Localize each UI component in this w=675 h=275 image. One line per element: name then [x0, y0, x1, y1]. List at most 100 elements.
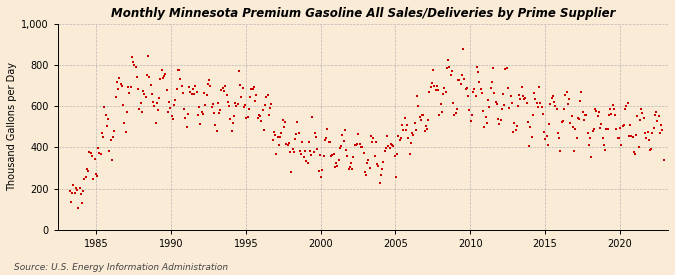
- Point: [179, 107, 190, 112]
- Point: [294, 131, 304, 135]
- Point: [440, 89, 451, 94]
- Point: [276, 130, 287, 135]
- Point: [397, 123, 408, 128]
- Point: [141, 73, 152, 77]
- Point: [657, 128, 668, 133]
- Point: [591, 109, 602, 114]
- Point: [132, 75, 142, 80]
- Point: [441, 66, 452, 70]
- Point: [323, 140, 334, 144]
- Point: [169, 103, 180, 107]
- Point: [317, 167, 328, 172]
- Point: [122, 110, 132, 115]
- Point: [452, 107, 462, 111]
- Point: [396, 136, 406, 141]
- Point: [206, 105, 217, 109]
- Point: [512, 104, 523, 108]
- Point: [599, 143, 610, 148]
- Point: [400, 128, 411, 132]
- Point: [375, 172, 386, 177]
- Point: [164, 100, 175, 104]
- Point: [612, 135, 623, 140]
- Point: [576, 90, 587, 95]
- Point: [134, 107, 144, 111]
- Point: [235, 83, 246, 87]
- Point: [510, 127, 521, 132]
- Point: [493, 116, 504, 121]
- Point: [223, 103, 234, 108]
- Point: [458, 46, 468, 51]
- Point: [337, 133, 348, 138]
- Point: [288, 150, 299, 155]
- Point: [383, 144, 394, 148]
- Point: [88, 176, 99, 181]
- Point: [105, 138, 116, 142]
- Point: [198, 112, 209, 116]
- Point: [373, 164, 384, 168]
- Point: [580, 112, 591, 117]
- Point: [506, 100, 517, 105]
- Point: [210, 123, 221, 127]
- Point: [101, 113, 111, 117]
- Point: [504, 105, 514, 110]
- Point: [402, 122, 412, 127]
- Point: [125, 85, 136, 89]
- Point: [468, 90, 479, 94]
- Point: [558, 119, 568, 123]
- Point: [281, 142, 292, 146]
- Point: [593, 110, 604, 114]
- Point: [550, 104, 561, 108]
- Point: [160, 72, 171, 77]
- Point: [328, 152, 339, 156]
- Point: [145, 82, 156, 87]
- Point: [296, 151, 306, 156]
- Point: [587, 129, 598, 133]
- Point: [437, 110, 448, 114]
- Point: [173, 68, 184, 72]
- Point: [85, 150, 96, 155]
- Point: [636, 107, 647, 111]
- Point: [108, 135, 119, 140]
- Point: [213, 101, 223, 105]
- Point: [92, 174, 103, 178]
- Point: [154, 96, 165, 100]
- Point: [524, 144, 535, 148]
- Point: [341, 148, 352, 152]
- Point: [581, 112, 592, 117]
- Point: [643, 138, 654, 142]
- Point: [622, 100, 633, 105]
- Point: [516, 85, 527, 89]
- Point: [216, 87, 227, 92]
- Point: [574, 117, 585, 121]
- Point: [95, 152, 106, 156]
- Point: [252, 116, 263, 120]
- Point: [277, 118, 288, 122]
- Point: [512, 124, 522, 128]
- Point: [69, 191, 80, 195]
- Point: [624, 122, 635, 127]
- Point: [496, 107, 507, 111]
- Point: [412, 94, 423, 98]
- Point: [429, 84, 440, 89]
- Point: [407, 130, 418, 135]
- Point: [446, 73, 456, 77]
- Point: [428, 68, 439, 72]
- Point: [454, 78, 465, 82]
- Point: [136, 110, 147, 114]
- Point: [232, 102, 243, 106]
- Point: [334, 146, 345, 150]
- Point: [489, 91, 500, 96]
- Point: [656, 123, 667, 127]
- Point: [403, 136, 414, 140]
- Point: [358, 151, 369, 156]
- Point: [369, 154, 380, 158]
- Point: [302, 161, 313, 165]
- Point: [211, 129, 222, 133]
- Point: [522, 120, 533, 124]
- Point: [192, 113, 203, 117]
- Point: [505, 94, 516, 98]
- Point: [549, 100, 560, 104]
- Point: [219, 89, 230, 94]
- Point: [479, 124, 490, 129]
- Point: [196, 110, 207, 114]
